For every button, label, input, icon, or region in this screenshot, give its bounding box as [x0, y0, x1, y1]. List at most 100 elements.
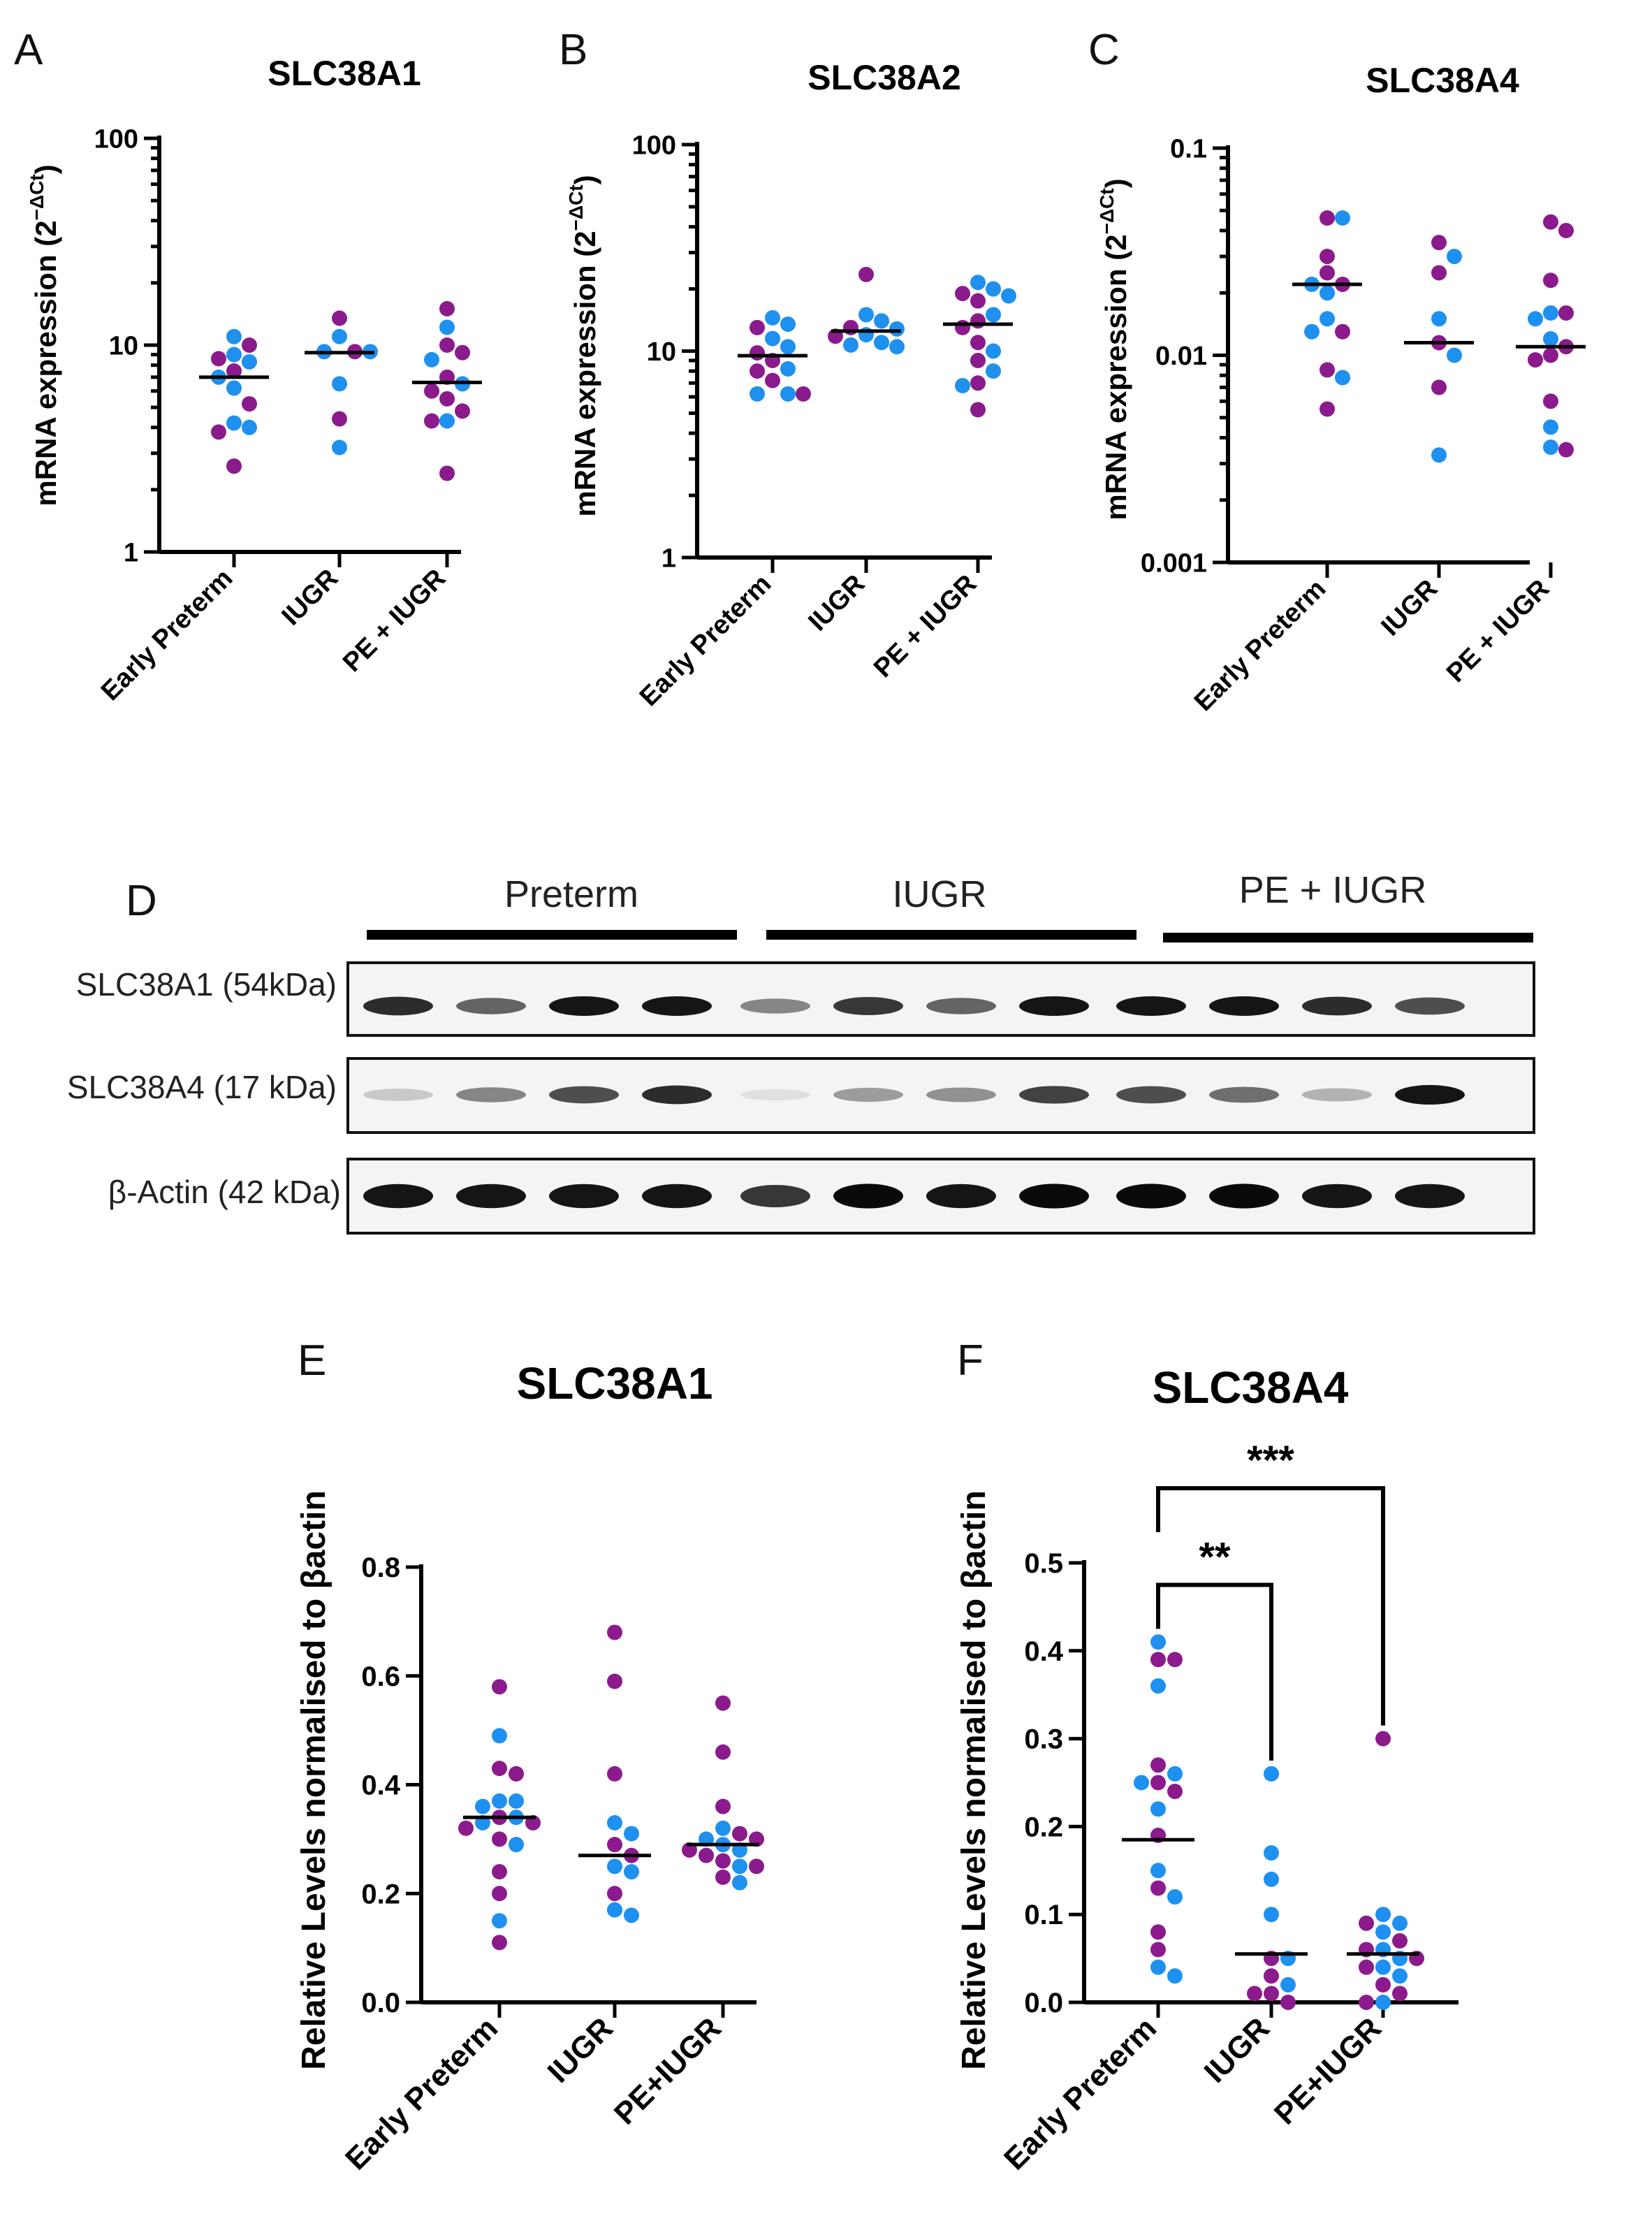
- data-point-e: [607, 1673, 622, 1689]
- y-tick-label-e: 0.6: [361, 1661, 400, 1692]
- data-point-a: [242, 396, 257, 412]
- blot-band: [1302, 996, 1372, 1016]
- blot-group-iugr: IUGR: [893, 873, 987, 915]
- data-point-a: [226, 415, 242, 431]
- y-tick-label-e: 0.8: [361, 1552, 400, 1583]
- blot-band: [1209, 1184, 1279, 1209]
- x-category-label-b: PE + IUGR: [868, 569, 982, 683]
- x-category-label-c: IUGR: [1375, 574, 1443, 642]
- data-point-b: [780, 339, 796, 355]
- data-point-f: [1150, 1801, 1166, 1817]
- blot-strips: [346, 961, 1535, 1235]
- y-tick-label-b: 1: [661, 544, 676, 573]
- data-point-e: [699, 1847, 714, 1863]
- data-point-c: [1320, 249, 1335, 265]
- data-point-e: [715, 1853, 731, 1869]
- blot-band: [1019, 1086, 1089, 1104]
- data-point-e: [732, 1826, 747, 1842]
- data-point-a: [242, 354, 257, 370]
- data-point-e: [607, 1766, 622, 1782]
- data-point-e: [624, 1864, 639, 1880]
- blot-row-label-slc38a1: SLC38A1 (54kDa): [76, 966, 337, 1003]
- blot-band: [740, 998, 810, 1014]
- blot-band: [363, 996, 433, 1016]
- y-tick-label-f: 0.5: [1024, 1548, 1063, 1579]
- blot-band: [1395, 1184, 1465, 1209]
- data-point-e: [732, 1858, 747, 1874]
- panel-b: B SLC38A2 mRNA expression (2−ΔCt) 1 10 100…: [559, 26, 1016, 712]
- data-point-f: [1150, 1757, 1166, 1773]
- x-category-label-b: IUGR: [803, 569, 870, 637]
- data-point-e: [624, 1907, 639, 1923]
- data-point-a: [424, 383, 439, 399]
- data-point-e: [624, 1826, 639, 1842]
- data-point-b: [889, 339, 905, 355]
- data-point-f: [1150, 1942, 1166, 1958]
- data-point-b: [955, 319, 970, 335]
- data-point-b: [986, 281, 1001, 297]
- blot-band: [456, 1184, 526, 1209]
- data-point-e: [732, 1874, 747, 1891]
- data-point-f: [1392, 1915, 1408, 1931]
- data-point-e: [492, 1728, 507, 1744]
- data-point-b: [858, 266, 874, 282]
- blot-band: [642, 996, 712, 1016]
- data-point-a: [211, 351, 226, 367]
- blot-group-pe-iugr: PE + IUGR: [1239, 869, 1427, 911]
- x-category-label-f: Early Preterm: [997, 2011, 1163, 2176]
- data-point-e: [607, 1886, 622, 1902]
- y-tick-label-f: 0.0: [1024, 1988, 1063, 2018]
- panel-label-b: B: [559, 26, 587, 74]
- data-point-e: [715, 1820, 731, 1836]
- blot-band: [549, 1184, 619, 1209]
- data-point-e: [492, 1679, 507, 1695]
- data-point-e: [715, 1744, 731, 1760]
- blot-band: [1116, 1086, 1186, 1104]
- data-point-b: [986, 363, 1001, 379]
- data-point-f: [1280, 1995, 1296, 2010]
- data-point-b: [970, 402, 986, 418]
- chart-title-e: SLC38A1: [517, 1358, 713, 1408]
- data-point-f: [1134, 1775, 1149, 1791]
- data-point-e: [715, 1695, 731, 1711]
- data-point-a: [332, 439, 347, 456]
- x-category-label-e: IUGR: [541, 2011, 620, 2089]
- x-category-label-e: Early Preterm: [339, 2011, 504, 2176]
- data-point-a: [242, 337, 257, 353]
- data-point-c: [1431, 311, 1447, 327]
- data-point-a: [242, 419, 257, 435]
- blot-row-label-slc38a4: SLC38A4 (17 kDa): [67, 1069, 337, 1105]
- data-point-c: [1543, 214, 1558, 230]
- data-point-f: [1359, 1915, 1374, 1931]
- y-axis-label-b-main: mRNA expression (2: [569, 231, 601, 516]
- data-point-b: [765, 372, 780, 388]
- blot-band: [1302, 1184, 1372, 1209]
- significance-bracket: [1156, 1582, 1273, 1761]
- y-tick-label-f: 0.1: [1024, 1900, 1063, 1930]
- chart-title-b: SLC38A2: [807, 58, 961, 97]
- y-axis-label-a: mRNA expression (2−ΔCt): [26, 164, 62, 506]
- panel-f: F SLC38A4 Relative Levels normalised to …: [956, 1337, 1459, 2176]
- data-point-f: [1167, 1968, 1183, 1984]
- data-point-b: [750, 386, 765, 402]
- blot-group-headers: Preterm IUGR PE + IUGR: [367, 869, 1533, 942]
- data-point-f: [1264, 1871, 1279, 1887]
- x-category-label-c: PE + IUGR: [1441, 574, 1555, 688]
- data-point-a: [226, 380, 242, 396]
- blot-band: [1395, 1085, 1465, 1105]
- data-point-f: [1264, 1766, 1279, 1782]
- y-axis-label-c-close: ): [1099, 178, 1132, 188]
- data-point-b: [874, 313, 889, 329]
- chart-title-c: SLC38A4: [1366, 61, 1519, 100]
- data-point-e: [715, 1869, 731, 1885]
- data-point-b: [780, 316, 796, 332]
- blot-band: [1116, 996, 1186, 1016]
- data-point-c: [1431, 265, 1447, 281]
- blot-band: [456, 998, 526, 1014]
- data-point-b: [970, 353, 986, 369]
- data-point-f: [1375, 1907, 1391, 1923]
- data-point-f: [1150, 1652, 1166, 1668]
- panel-label-f: F: [957, 1337, 984, 1385]
